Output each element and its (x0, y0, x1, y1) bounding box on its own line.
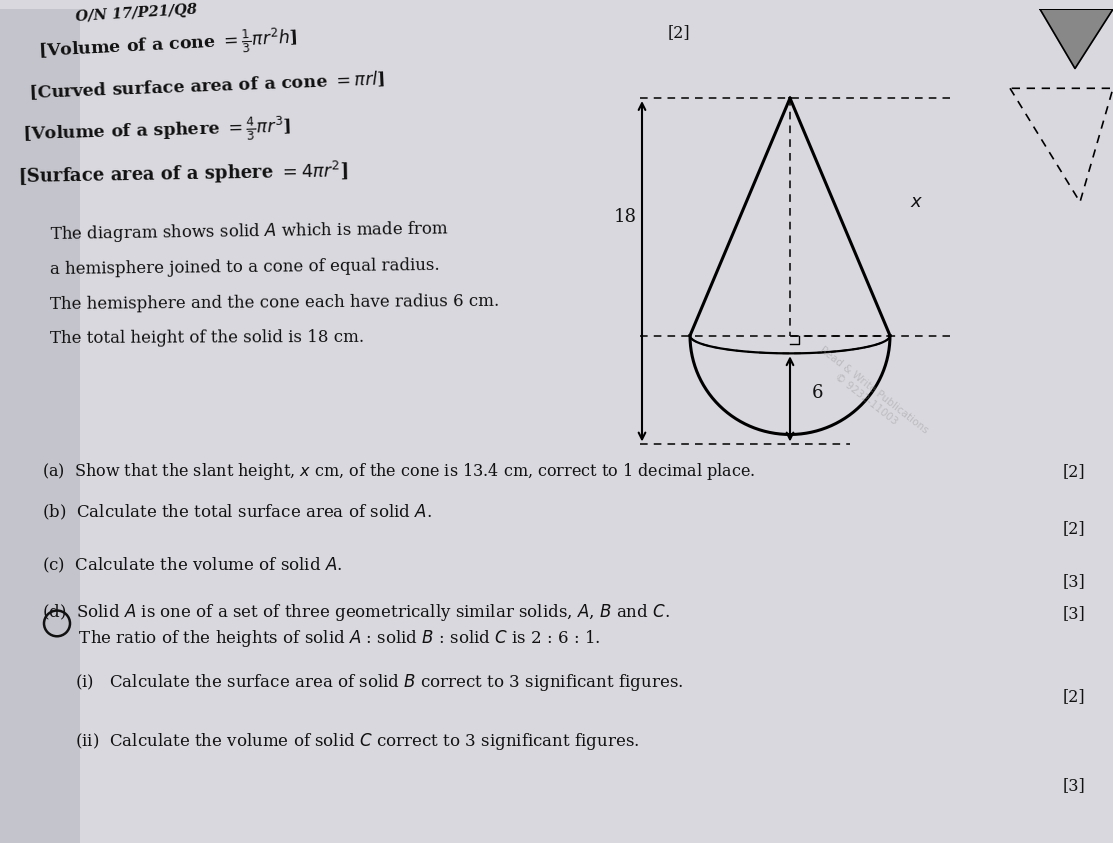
Text: [Volume of a sphere $= \frac{4}{3}\pi r^3$]: [Volume of a sphere $= \frac{4}{3}\pi r^… (22, 114, 290, 148)
Text: [2]: [2] (1063, 520, 1085, 537)
Text: The total height of the solid is 18 cm.: The total height of the solid is 18 cm. (50, 330, 364, 347)
Polygon shape (1040, 9, 1113, 68)
Text: [3]: [3] (1062, 777, 1085, 795)
Text: (ii)  Calculate the volume of solid $C$ correct to 3 significant figures.: (ii) Calculate the volume of solid $C$ c… (75, 731, 639, 752)
Text: (d)  Solid $A$ is one of a set of three geometrically similar solids, $A$, $B$ a: (d) Solid $A$ is one of a set of three g… (42, 603, 670, 624)
Text: (i)   Calculate the surface area of solid $B$ correct to 3 significant figures.: (i) Calculate the surface area of solid … (75, 672, 683, 693)
Text: [Volume of a cone $=\frac{1}{3}\pi r^2h$]: [Volume of a cone $=\frac{1}{3}\pi r^2h$… (38, 24, 298, 66)
Text: [3]: [3] (1062, 605, 1085, 622)
Text: (a)  Show that the slant height, $x$ cm, of the cone is 13.4 cm, correct to 1 de: (a) Show that the slant height, $x$ cm, … (42, 461, 756, 482)
Text: [2]: [2] (1063, 689, 1085, 706)
Text: $x$: $x$ (910, 193, 924, 211)
Text: Read & Write Publications
© 9232-11003: Read & Write Publications © 9232-11003 (810, 345, 929, 445)
Text: [Surface area of a sphere $= 4\pi r^2$]: [Surface area of a sphere $= 4\pi r^2$] (18, 159, 349, 189)
Text: O/N 17/P21/Q8: O/N 17/P21/Q8 (75, 3, 197, 24)
Text: (c)  Calculate the volume of solid $A$.: (c) Calculate the volume of solid $A$. (42, 556, 343, 575)
Text: [2]: [2] (668, 24, 691, 40)
Text: 6: 6 (812, 384, 824, 402)
Text: a hemisphere joined to a cone of equal radius.: a hemisphere joined to a cone of equal r… (50, 257, 440, 278)
Text: [3]: [3] (1062, 573, 1085, 590)
Text: The hemisphere and the cone each have radius 6 cm.: The hemisphere and the cone each have ra… (50, 293, 500, 313)
Text: (b)  Calculate the total surface area of solid $A$.: (b) Calculate the total surface area of … (42, 503, 432, 522)
Text: 18: 18 (614, 208, 637, 226)
Text: [Curved surface area of a cone $= \pi rl$]: [Curved surface area of a cone $= \pi rl… (28, 68, 384, 102)
Bar (0, 9, 80, 843)
Text: The diagram shows solid $A$ which is made from: The diagram shows solid $A$ which is mad… (50, 218, 450, 244)
Text: The ratio of the heights of solid $A$ : solid $B$ : solid $C$ is 2 : 6 : 1.: The ratio of the heights of solid $A$ : … (42, 628, 600, 649)
Text: [2]: [2] (1063, 463, 1085, 480)
